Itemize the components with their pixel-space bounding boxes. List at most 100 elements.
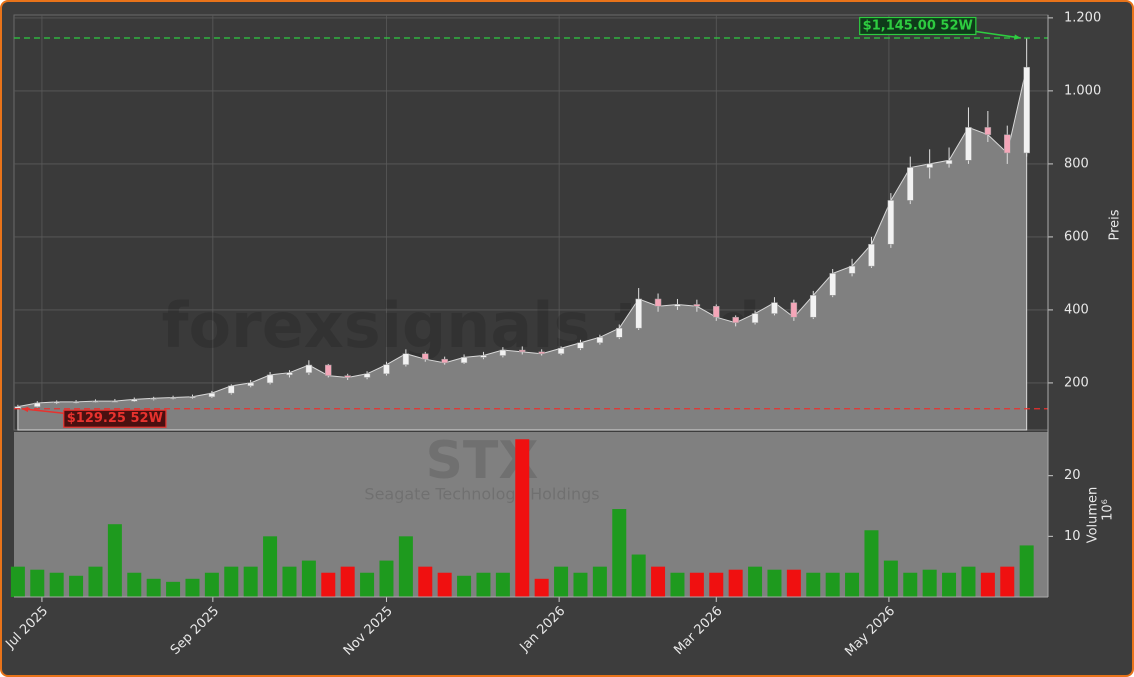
- volume-bar: [263, 536, 278, 597]
- volume-bar: [301, 560, 316, 597]
- volume-bar: [282, 566, 297, 597]
- candle-body: [945, 160, 953, 165]
- annotation-box: [859, 16, 977, 36]
- x-tick-label: Jul 2025: [3, 604, 52, 653]
- candle-body: [363, 373, 371, 378]
- candle-body: [441, 358, 448, 364]
- candle-body: [887, 200, 895, 245]
- volume-bar: [340, 566, 355, 597]
- y-tick-label: 10: [1064, 529, 1081, 544]
- candle-body: [693, 304, 701, 307]
- candle-body: [790, 302, 798, 318]
- volume-bar: [864, 530, 879, 597]
- candle-body: [519, 349, 526, 353]
- candle-body: [460, 357, 468, 364]
- candle-body: [829, 273, 836, 296]
- volume-bar: [476, 572, 491, 597]
- candle-body: [732, 316, 739, 323]
- volume-bar: [88, 566, 103, 597]
- annotation-arrow: [21, 407, 64, 414]
- candle-body: [557, 347, 565, 354]
- volume-bar: [1019, 545, 1034, 597]
- volume-bar: [243, 566, 258, 597]
- volume-bar: [942, 572, 957, 597]
- candle-body: [34, 402, 41, 407]
- candle-body: [480, 355, 487, 358]
- candle-body: [926, 163, 933, 168]
- y-tick-label: 200: [1064, 375, 1089, 390]
- volume-bar: [1000, 566, 1015, 597]
- volume-bar: [224, 566, 239, 597]
- candle-body: [325, 364, 332, 376]
- candle-body: [402, 353, 410, 365]
- annotation-arrowhead: [21, 406, 29, 413]
- volume-bar: [903, 572, 918, 597]
- candle-body: [751, 313, 759, 323]
- candle-body: [713, 306, 720, 318]
- volume-bar: [592, 566, 607, 597]
- candle-body: [72, 401, 80, 404]
- volume-bar: [515, 439, 530, 597]
- candle-body: [247, 382, 254, 387]
- volume-bar: [360, 572, 375, 597]
- volume-bar: [748, 566, 763, 597]
- volume-bar: [185, 578, 200, 597]
- volume-unit: 10⁶: [1101, 499, 1116, 521]
- volume-axis-label: Volumen: [1086, 487, 1101, 544]
- volume-bar: [379, 560, 394, 597]
- volume-bar: [321, 572, 336, 597]
- volume-bar: [845, 572, 860, 597]
- x-tick-label: Mar 2026: [671, 604, 725, 658]
- volume-bar: [166, 581, 181, 597]
- candle-body: [53, 401, 60, 404]
- candle-body: [383, 364, 390, 375]
- candle-body: [344, 375, 351, 378]
- volume-bar: [69, 575, 84, 597]
- x-tick-label: May 2026: [842, 604, 898, 660]
- volume-bar: [107, 524, 122, 597]
- y-tick-label: 800: [1064, 156, 1089, 171]
- volume-bar: [728, 569, 743, 597]
- volume-bar: [204, 572, 219, 597]
- volume-bar: [786, 569, 801, 597]
- volume-bar: [651, 566, 666, 597]
- volume-bar: [534, 578, 549, 597]
- volume-bar: [398, 536, 413, 597]
- candle-body: [189, 396, 196, 399]
- volume-bar: [30, 569, 45, 597]
- candle-body: [305, 364, 313, 373]
- annotation-label: $129.25 52W: [67, 411, 163, 426]
- candle-body: [654, 298, 662, 307]
- volume-bar: [670, 572, 685, 597]
- candle-body: [266, 374, 274, 384]
- candle-body: [499, 349, 507, 356]
- candle-body: [674, 304, 681, 307]
- candle-body: [984, 127, 992, 135]
- volume-bar: [612, 509, 627, 597]
- annotation-arrowhead: [1014, 34, 1021, 40]
- candle-body: [771, 302, 778, 314]
- candle-body: [848, 265, 856, 274]
- y-tick-label: 600: [1064, 229, 1089, 244]
- y-tick-label: 400: [1064, 302, 1089, 317]
- volume-bar: [631, 554, 646, 597]
- annotation-box: [63, 409, 167, 428]
- candle-body: [810, 295, 817, 318]
- volume-bar: [767, 569, 782, 597]
- candle-body: [150, 397, 157, 400]
- volume-bar: [127, 572, 142, 597]
- candle-body: [596, 337, 604, 344]
- volume-bar: [146, 578, 161, 597]
- candle-body: [228, 385, 235, 394]
- candle-body: [208, 392, 216, 398]
- candle-body: [868, 243, 875, 267]
- y-tick-label: 1.200: [1064, 10, 1101, 25]
- volume-bar: [709, 572, 724, 597]
- x-tick-label: Jan 2026: [517, 604, 569, 656]
- volume-bar: [980, 572, 995, 597]
- price-axis-label: Preis: [1108, 209, 1123, 240]
- candle-body: [422, 353, 429, 360]
- annotation-label: $1,145.00 52W: [863, 18, 973, 33]
